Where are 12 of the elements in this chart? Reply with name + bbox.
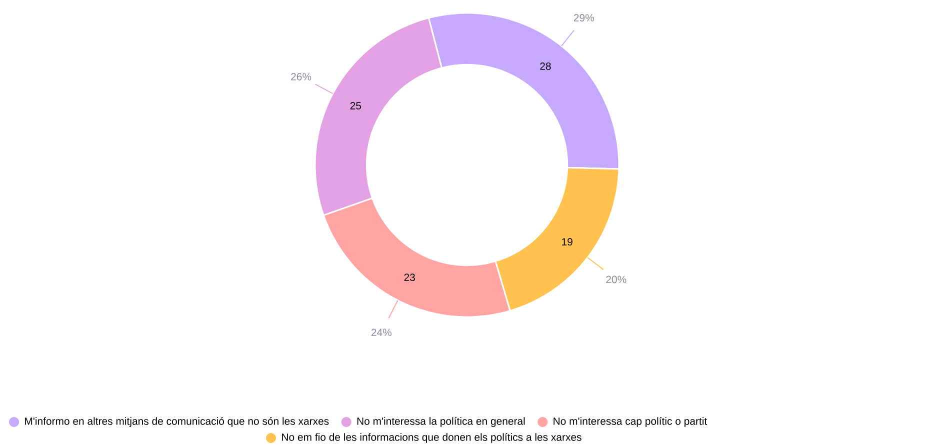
legend-label: No m'interessa la política en general (357, 417, 525, 427)
text: 26% (291, 72, 312, 80)
legend-label: No em fio de les informacions que donen els polítics a les xarxes (282, 433, 582, 443)
data-label: 25 (350, 102, 362, 110)
data-label: 23 (404, 274, 415, 282)
text: 29% (574, 14, 594, 22)
data-label: 28 (540, 62, 551, 70)
text: 24% (371, 328, 392, 336)
data-label: 19 (562, 238, 572, 246)
legend-label: M'informo en altres mitjans de comunicació que no són les xarxes (25, 417, 329, 427)
legend-label: No m'interessa cap polític o partit (554, 417, 708, 427)
text: 20% (606, 276, 626, 284)
